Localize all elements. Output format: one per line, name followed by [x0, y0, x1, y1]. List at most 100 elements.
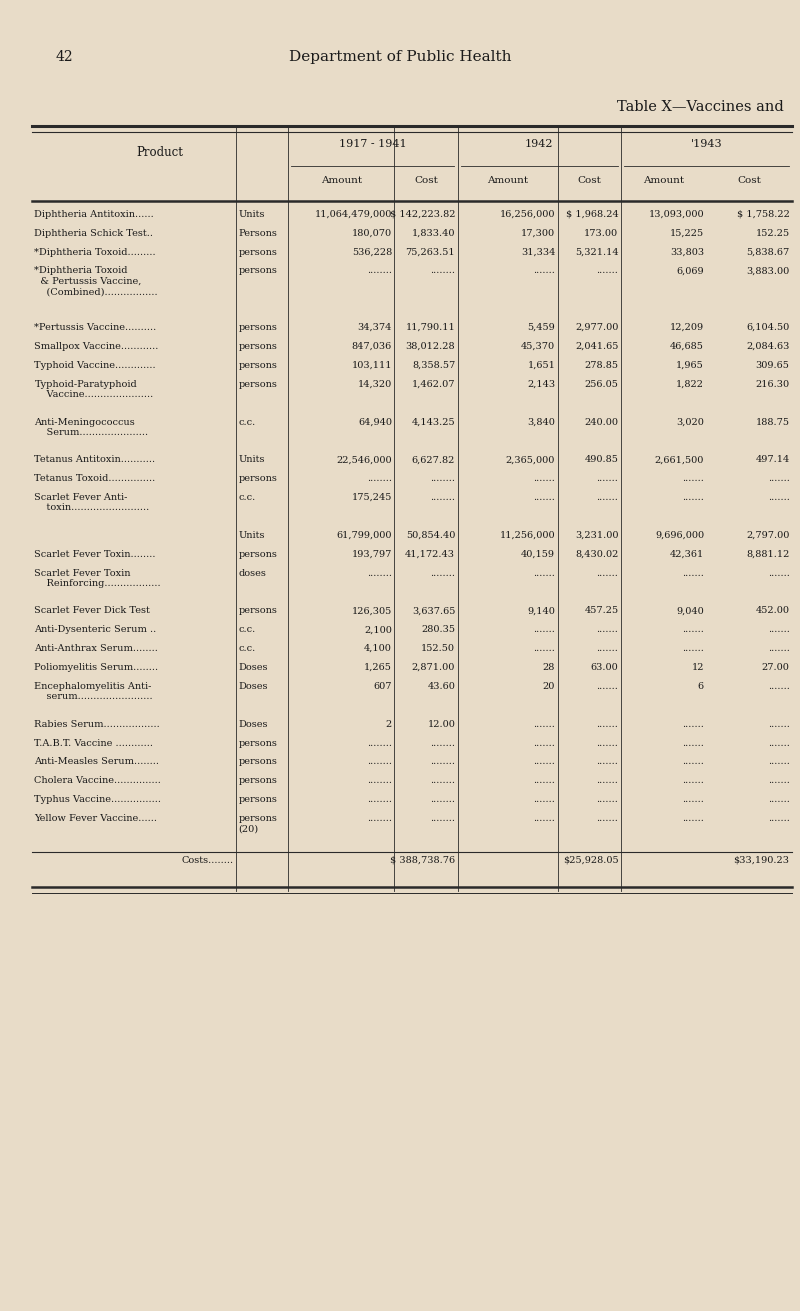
Text: .......: .......	[534, 266, 555, 275]
Text: .......: .......	[768, 493, 790, 502]
Text: 31,334: 31,334	[521, 248, 555, 257]
Text: 240.00: 240.00	[584, 417, 618, 426]
Text: $ 142,223.82: $ 142,223.82	[390, 210, 455, 219]
Text: .......: .......	[768, 682, 790, 691]
Text: 175,245: 175,245	[352, 493, 392, 502]
Text: .......: .......	[597, 493, 618, 502]
Text: .......: .......	[682, 493, 704, 502]
Text: 40,159: 40,159	[522, 549, 555, 558]
Text: persons: persons	[238, 738, 278, 747]
Text: 16,256,000: 16,256,000	[500, 210, 555, 219]
Text: 152.50: 152.50	[421, 644, 455, 653]
Text: 188.75: 188.75	[755, 417, 790, 426]
Text: 2,661,500: 2,661,500	[654, 455, 704, 464]
Text: 2,977.00: 2,977.00	[575, 323, 618, 332]
Text: 9,140: 9,140	[527, 607, 555, 615]
Text: ........: ........	[367, 569, 392, 578]
Text: 8,430.02: 8,430.02	[575, 549, 618, 558]
Text: .......: .......	[534, 569, 555, 578]
Text: 126,305: 126,305	[352, 607, 392, 615]
Text: 3,637.65: 3,637.65	[412, 607, 455, 615]
Text: 43.60: 43.60	[427, 682, 455, 691]
Text: Amount: Amount	[643, 176, 684, 185]
Text: ........: ........	[430, 266, 455, 275]
Text: Cost: Cost	[578, 176, 601, 185]
Text: persons: persons	[238, 361, 278, 370]
Text: T.A.B.T. Vaccine ............: T.A.B.T. Vaccine ............	[34, 738, 154, 747]
Text: ........: ........	[430, 814, 455, 823]
Text: doses: doses	[238, 569, 266, 578]
Text: ........: ........	[367, 738, 392, 747]
Text: Anti-Anthrax Serum........: Anti-Anthrax Serum........	[34, 644, 158, 653]
Text: 34,374: 34,374	[358, 323, 392, 332]
Text: ........: ........	[367, 814, 392, 823]
Text: .......: .......	[534, 796, 555, 804]
Text: $ 1,758.22: $ 1,758.22	[737, 210, 790, 219]
Text: 4,100: 4,100	[364, 644, 392, 653]
Text: .......: .......	[768, 475, 790, 484]
Text: .......: .......	[682, 738, 704, 747]
Text: 536,228: 536,228	[352, 248, 392, 257]
Text: Units: Units	[238, 210, 265, 219]
Text: Doses: Doses	[238, 663, 268, 673]
Text: 15,225: 15,225	[670, 228, 704, 237]
Text: c.c.: c.c.	[238, 493, 256, 502]
Text: 2,871.00: 2,871.00	[412, 663, 455, 673]
Text: persons: persons	[238, 248, 278, 257]
Text: persons: persons	[238, 475, 278, 484]
Text: .......: .......	[597, 814, 618, 823]
Text: .......: .......	[534, 475, 555, 484]
Text: 11,256,000: 11,256,000	[499, 531, 555, 540]
Text: ........: ........	[367, 776, 392, 785]
Text: $33,190.23: $33,190.23	[734, 856, 790, 865]
Text: 64,940: 64,940	[358, 417, 392, 426]
Text: 193,797: 193,797	[352, 549, 392, 558]
Text: 103,111: 103,111	[351, 361, 392, 370]
Text: 27.00: 27.00	[762, 663, 790, 673]
Text: Diphtheria Antitoxin......: Diphtheria Antitoxin......	[34, 210, 154, 219]
Text: 1,462.07: 1,462.07	[412, 380, 455, 389]
Text: 17,300: 17,300	[521, 228, 555, 237]
Text: 1942: 1942	[525, 139, 554, 149]
Text: 3,883.00: 3,883.00	[746, 266, 790, 275]
Text: 6,104.50: 6,104.50	[746, 323, 790, 332]
Text: ........: ........	[367, 758, 392, 767]
Text: c.c.: c.c.	[238, 625, 256, 635]
Text: c.c.: c.c.	[238, 644, 256, 653]
Text: Poliomyelitis Serum........: Poliomyelitis Serum........	[34, 663, 158, 673]
Text: ........: ........	[430, 738, 455, 747]
Text: Units: Units	[238, 455, 265, 464]
Text: 61,799,000: 61,799,000	[337, 531, 392, 540]
Text: 4,143.25: 4,143.25	[411, 417, 455, 426]
Text: 490.85: 490.85	[585, 455, 618, 464]
Text: 173.00: 173.00	[584, 228, 618, 237]
Text: 20: 20	[543, 682, 555, 691]
Text: Anti-Dysenteric Serum ..: Anti-Dysenteric Serum ..	[34, 625, 157, 635]
Text: 278.85: 278.85	[584, 361, 618, 370]
Text: 452.00: 452.00	[755, 607, 790, 615]
Text: Smallpox Vaccine............: Smallpox Vaccine............	[34, 342, 158, 351]
Text: 42: 42	[56, 50, 74, 64]
Text: 152.25: 152.25	[755, 228, 790, 237]
Text: .......: .......	[768, 776, 790, 785]
Text: .......: .......	[534, 738, 555, 747]
Text: 5,321.14: 5,321.14	[574, 248, 618, 257]
Text: 5,459: 5,459	[527, 323, 555, 332]
Text: 1,822: 1,822	[676, 380, 704, 389]
Text: .......: .......	[682, 625, 704, 635]
Text: Scarlet Fever Dick Test: Scarlet Fever Dick Test	[34, 607, 150, 615]
Text: .......: .......	[768, 758, 790, 767]
Text: 216.30: 216.30	[755, 380, 790, 389]
Text: .......: .......	[597, 682, 618, 691]
Text: 12: 12	[691, 663, 704, 673]
Text: .......: .......	[534, 776, 555, 785]
Text: 8,358.57: 8,358.57	[412, 361, 455, 370]
Text: 309.65: 309.65	[756, 361, 790, 370]
Text: 14,320: 14,320	[358, 380, 392, 389]
Text: 46,685: 46,685	[670, 342, 704, 351]
Text: ........: ........	[430, 475, 455, 484]
Text: .......: .......	[597, 569, 618, 578]
Text: 180,070: 180,070	[352, 228, 392, 237]
Text: Doses: Doses	[238, 720, 268, 729]
Text: Cost: Cost	[738, 176, 761, 185]
